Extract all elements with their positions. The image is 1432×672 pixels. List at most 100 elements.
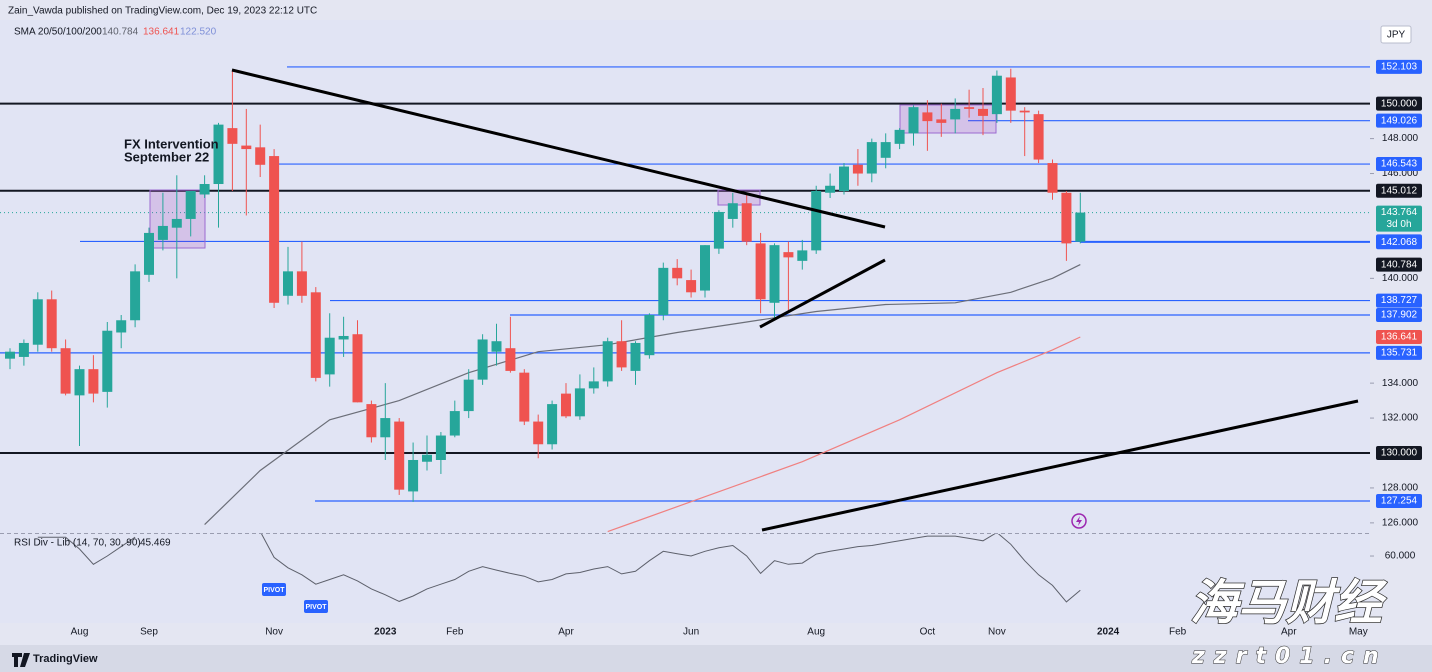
watermark-url: zzrt01.cn xyxy=(1191,644,1388,669)
pivot-box xyxy=(304,600,328,613)
x-tick-label: 2024 xyxy=(1097,627,1120,638)
candle-body xyxy=(978,108,988,116)
attribution: Zain_Vawda published on TradingView.com,… xyxy=(8,6,317,17)
candle-body xyxy=(241,145,252,150)
x-tick-label: Feb xyxy=(446,627,464,638)
candle-body xyxy=(700,245,710,291)
candle-body xyxy=(366,404,377,438)
x-tick-label: Nov xyxy=(988,627,1006,638)
candle-body xyxy=(296,271,307,296)
moving-average xyxy=(607,336,1081,533)
price-label-box xyxy=(1376,330,1422,345)
candle-body xyxy=(1019,110,1030,113)
candle-body xyxy=(658,267,669,316)
price-label-box xyxy=(1376,157,1422,172)
rsi-line xyxy=(261,534,1081,603)
y-tick-label: 126.000 xyxy=(1382,518,1419,529)
y-tick-label: 148.000 xyxy=(1382,133,1419,144)
candle-body xyxy=(380,418,391,438)
price-label-box xyxy=(1376,307,1422,322)
candle-body xyxy=(213,124,224,185)
candle-body xyxy=(852,164,863,174)
candle-body xyxy=(713,211,724,249)
candle-body xyxy=(310,292,321,378)
trendline xyxy=(231,68,886,229)
candle-body xyxy=(880,142,891,158)
y-tick-label: 146.000 xyxy=(1382,168,1419,179)
rsi-value: 45.469 xyxy=(140,538,171,549)
candle-body xyxy=(1005,77,1016,111)
price-label: 143.764 xyxy=(1381,207,1418,218)
candle-body xyxy=(547,404,558,445)
x-tick-label: Apr xyxy=(1281,627,1297,638)
moving-averages xyxy=(204,264,1081,533)
candle-body xyxy=(408,459,419,492)
annotation: September 22 xyxy=(124,149,209,164)
candle-body xyxy=(449,411,460,436)
candle-body xyxy=(908,107,919,134)
candle-body xyxy=(839,166,849,191)
candle-body xyxy=(574,388,585,417)
price-label-box xyxy=(1376,96,1422,111)
price-label: 146.543 xyxy=(1381,159,1418,170)
x-tick-label: May xyxy=(1349,627,1368,638)
price-label: 127.254 xyxy=(1381,496,1418,507)
candle-body xyxy=(269,156,280,303)
price-label: 149.026 xyxy=(1381,115,1418,126)
levels xyxy=(0,66,1370,502)
price-label-box xyxy=(1376,183,1422,198)
candle-body xyxy=(686,280,697,293)
candle-body xyxy=(394,421,405,490)
rsi-pane xyxy=(37,534,1081,603)
candle-body xyxy=(144,232,154,275)
event-icon[interactable] xyxy=(1071,513,1087,529)
candle-body xyxy=(797,250,808,261)
price-label: 136.641 xyxy=(1381,332,1418,343)
trendline xyxy=(761,399,1359,532)
x-tick-label: Oct xyxy=(920,627,936,638)
indicator-value: 122.520 xyxy=(180,27,217,38)
candle-body xyxy=(352,334,363,403)
candle-body xyxy=(769,245,780,303)
x-tick-label: Jun xyxy=(683,627,699,638)
candle-body xyxy=(964,107,975,109)
candle-body xyxy=(741,203,752,242)
footer-bar xyxy=(0,645,1432,672)
candle-body xyxy=(1075,212,1086,242)
x-tick-label: Aug xyxy=(71,627,89,638)
currency[interactable]: JPY xyxy=(1387,30,1406,41)
x-tick-label: 2023 xyxy=(374,627,397,638)
candle-body xyxy=(783,252,794,258)
candle-body xyxy=(5,351,15,359)
plot-area xyxy=(0,20,1370,623)
x-tick-label: Sep xyxy=(140,627,158,638)
price-label-box xyxy=(1376,345,1422,360)
indicator-value: 136.641 xyxy=(143,27,180,38)
candle-body xyxy=(116,320,127,333)
annotation: FX Intervention xyxy=(124,136,219,151)
pivot-label: PIVOT xyxy=(263,587,285,594)
candle-body xyxy=(185,191,196,219)
candle-body xyxy=(422,454,432,462)
candle-body xyxy=(505,348,516,371)
candle-body xyxy=(672,267,683,279)
moving-average xyxy=(204,264,1081,526)
currency-box[interactable] xyxy=(1380,25,1412,44)
x-tick-label: Feb xyxy=(1169,627,1187,638)
price-label-box xyxy=(1376,257,1422,272)
footer-brand: TradingView xyxy=(33,653,98,665)
candle-body xyxy=(1033,114,1044,160)
price-label: 135.731 xyxy=(1381,348,1418,359)
rsi-label: RSI Div - Lib (14, 70, 30, 90) xyxy=(14,538,141,549)
price-label-box xyxy=(1376,446,1422,461)
indicator-label: SMA 20/50/100/200 xyxy=(14,27,102,38)
price-label: 152.103 xyxy=(1381,62,1418,73)
x-tick-label: Apr xyxy=(558,627,574,638)
price-label-box xyxy=(1376,493,1422,508)
price-label: 150.000 xyxy=(1381,98,1418,109)
candle-body xyxy=(199,184,210,195)
candle-body xyxy=(18,342,29,357)
pivot-label: PIVOT xyxy=(305,604,327,611)
rsi-line xyxy=(37,536,136,565)
